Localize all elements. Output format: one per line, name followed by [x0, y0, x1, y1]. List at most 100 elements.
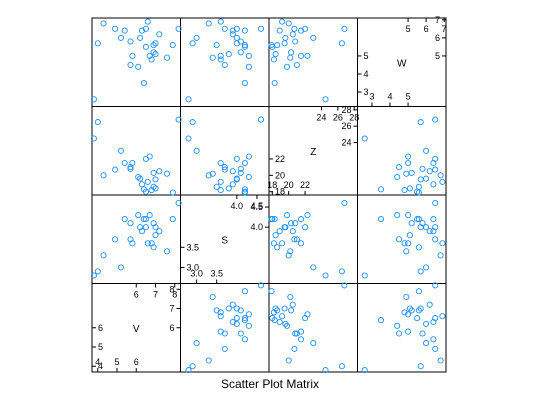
data-point — [142, 216, 149, 223]
tick-label: 7 — [169, 304, 174, 314]
data-point — [272, 305, 279, 312]
chart-title: Scatter Plot Matrix — [221, 377, 319, 391]
data-point — [233, 155, 240, 162]
data-point — [293, 236, 300, 243]
data-point — [217, 178, 224, 185]
tick-label: 3.0 — [187, 262, 200, 272]
data-point — [423, 340, 430, 347]
tick-label: 6 — [169, 323, 174, 333]
variable-name-v: V — [133, 324, 140, 335]
data-point — [205, 20, 212, 27]
data-point — [271, 216, 278, 223]
data-point — [233, 315, 240, 322]
data-point — [285, 20, 292, 27]
data-point — [117, 264, 124, 271]
data-point — [142, 43, 149, 50]
data-point — [272, 51, 279, 58]
data-point — [394, 212, 401, 219]
data-point — [361, 367, 368, 374]
data-point — [152, 176, 159, 183]
data-point — [297, 336, 305, 343]
data-point — [193, 147, 200, 154]
data-point — [90, 272, 97, 279]
data-point — [241, 43, 248, 50]
data-point — [268, 288, 275, 295]
data-point — [127, 220, 134, 227]
data-point — [439, 240, 446, 247]
data-point — [281, 40, 288, 47]
data-point — [283, 63, 291, 70]
data-point — [293, 61, 300, 69]
data-point — [121, 216, 128, 223]
data-point — [229, 318, 236, 326]
data-point — [395, 236, 403, 243]
data-point — [90, 96, 97, 103]
data-point — [297, 240, 305, 247]
data-point — [405, 328, 412, 335]
data-point — [233, 40, 240, 47]
data-point — [291, 236, 298, 243]
data-point — [233, 305, 240, 312]
data-point — [221, 61, 228, 69]
data-point — [225, 51, 232, 58]
tick-label: 6 — [424, 24, 429, 34]
tick-label: 28 — [341, 105, 351, 115]
variable-name-w: W — [397, 58, 407, 69]
data-point — [189, 40, 196, 47]
data-point — [150, 183, 157, 190]
scatter-panel-z-vs-s — [268, 199, 348, 279]
data-point — [245, 322, 252, 329]
scatter-panel-v-vs-s — [90, 199, 182, 279]
tick-label: 26 — [333, 113, 343, 123]
data-point — [90, 135, 97, 142]
matrix-points — [90, 18, 446, 374]
data-point — [137, 175, 144, 182]
data-point — [426, 228, 433, 235]
tick-label: 26 — [341, 121, 351, 131]
data-point — [142, 155, 149, 162]
data-point — [279, 240, 286, 247]
data-point — [150, 49, 157, 56]
data-point — [432, 345, 439, 352]
data-point — [395, 330, 403, 337]
data-point — [310, 340, 317, 347]
data-point — [257, 282, 265, 289]
tick-label: 4 — [388, 92, 393, 102]
scatter-panel-w-vs-v — [361, 282, 446, 374]
data-point — [185, 96, 192, 103]
data-point — [138, 181, 146, 188]
tick-label: 24 — [316, 113, 326, 123]
scatter-panel-v-vs-z — [90, 116, 182, 196]
data-point — [423, 264, 430, 271]
data-point — [289, 31, 296, 38]
data-point — [430, 336, 437, 343]
data-point — [152, 40, 159, 47]
data-point — [377, 216, 385, 223]
data-point — [276, 318, 283, 326]
data-point — [405, 311, 412, 318]
data-point — [241, 288, 248, 295]
tick-label: 6 — [435, 33, 440, 43]
data-point — [289, 228, 296, 235]
data-point — [245, 153, 252, 160]
data-point — [432, 224, 439, 231]
data-point — [285, 357, 292, 364]
data-point — [237, 165, 244, 172]
data-point — [270, 309, 277, 316]
data-point — [415, 183, 422, 190]
tick-label: 3 — [364, 87, 369, 97]
data-point — [437, 252, 444, 259]
data-point — [112, 25, 119, 32]
data-point — [288, 220, 295, 227]
data-point — [377, 186, 385, 193]
data-point — [291, 345, 298, 352]
data-point — [245, 173, 252, 181]
data-point — [245, 63, 252, 70]
data-point — [423, 175, 430, 182]
data-point — [405, 212, 412, 219]
data-point — [437, 357, 444, 364]
data-point — [406, 305, 413, 312]
